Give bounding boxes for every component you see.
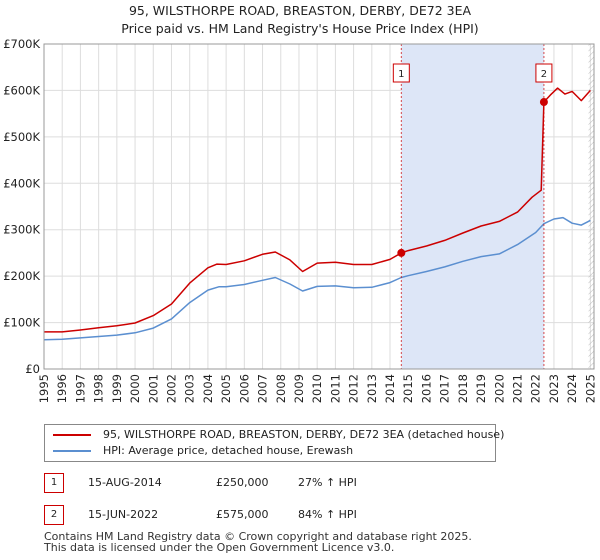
sale-badge: 1 (44, 473, 64, 493)
x-tick-label: 2014 (383, 374, 397, 403)
axes: £0 £100K £200K £300K £400K £500K £600K £700K 199… (3, 37, 597, 403)
footer-line-1: Contains HM Land Registry data © Crown c… (44, 530, 472, 543)
y-tick-label: £700K (3, 37, 40, 51)
x-tick-label: 2022 (529, 374, 543, 403)
footer: Contains HM Land Registry data © Crown c… (44, 531, 472, 553)
plot-frame (43, 43, 595, 370)
x-tick-label: 2005 (219, 374, 233, 403)
sale-hpi-change: 84% ↑ HPI (298, 508, 357, 521)
x-tick-label: 2025 (583, 374, 597, 403)
y-tick-label: £100K (3, 316, 40, 330)
x-tick-label: 2001 (146, 374, 160, 403)
title-line-1: 95, WILSTHORPE ROAD, BREASTON, DERBY, DE… (128, 3, 472, 18)
y-tick-label: £300K (3, 223, 40, 237)
x-tick-label: 2012 (347, 374, 361, 403)
sale-point (539, 98, 548, 107)
sale-hpi-change: 27% ↑ HPI (298, 476, 357, 489)
chart-title: 95, WILSTHORPE ROAD, BREASTON, DERBY, DE… (0, 2, 600, 38)
x-tick-label: 2010 (310, 374, 324, 403)
sale-marker-box (535, 63, 553, 83)
legend: 95, WILSTHORPE ROAD, BREASTON, DERBY, DE… (44, 424, 504, 462)
x-tick-label: 1997 (73, 374, 87, 403)
x-tick-label: 2020 (492, 374, 506, 403)
x-tick-label: 2007 (256, 374, 270, 403)
sale-marker-label: 1 (398, 69, 404, 80)
legend-label-property: 95, WILSTHORPE ROAD, BREASTON, DERBY, DE… (103, 428, 505, 441)
x-tick-label: 2006 (237, 374, 251, 403)
x-tick-label: 1999 (110, 374, 124, 403)
x-tick-label: 2000 (128, 374, 142, 403)
sale-marker-label: 2 (541, 69, 547, 80)
hatched-region (588, 44, 594, 369)
x-tick-label: 1996 (55, 374, 69, 403)
x-tick-label: 1995 (37, 374, 51, 403)
x-tick-label: 2015 (401, 374, 415, 403)
x-tick-label: 2017 (438, 374, 452, 403)
y-tick-label: £0 (25, 362, 40, 376)
sale-price: £575,000 (216, 508, 269, 521)
legend-label-hpi: HPI: Average price, detached house, Erew… (103, 444, 354, 457)
y-tick-label: £500K (3, 130, 40, 144)
x-tick-label: 2021 (511, 374, 525, 403)
sale-date: 15-AUG-2014 (88, 476, 162, 489)
footer-line-2: This data is licensed under the Open Gov… (44, 541, 395, 554)
x-tick-label: 2023 (547, 374, 561, 403)
shaded-band (401, 44, 544, 369)
x-tick-label: 2019 (474, 374, 488, 403)
series-lines (43, 87, 591, 341)
property-price-line (44, 87, 591, 333)
sale-date: 15-JUN-2022 (88, 508, 159, 521)
x-tick-label: 2016 (419, 374, 433, 403)
legend-swatch-hpi (53, 450, 91, 452)
sale-badge: 2 (44, 505, 64, 525)
x-tick-label: 2003 (183, 374, 197, 403)
y-tick-label: £200K (3, 269, 40, 283)
sale-marker-box (392, 63, 410, 83)
y-tick-label: £400K (3, 176, 40, 190)
shaded-region (401, 44, 594, 369)
x-tick-label: 2004 (201, 374, 215, 403)
x-tick-label: 1998 (92, 374, 106, 403)
x-tick-label: 2024 (565, 374, 579, 403)
hpi-line (43, 216, 591, 341)
x-tick-label: 2018 (456, 374, 470, 403)
x-tick-label: 2013 (365, 374, 379, 403)
y-tick-label: £600K (3, 83, 40, 97)
x-tick-label: 2011 (328, 374, 342, 403)
sale-price: £250,000 (216, 476, 269, 489)
sale-point (397, 248, 406, 257)
x-tick-label: 2009 (292, 374, 306, 403)
title-line-2: Price paid vs. HM Land Registry's House … (121, 21, 479, 36)
legend-swatch-property (53, 434, 91, 436)
x-tick-label: 2002 (164, 374, 178, 403)
x-tick-label: 2008 (274, 374, 288, 403)
